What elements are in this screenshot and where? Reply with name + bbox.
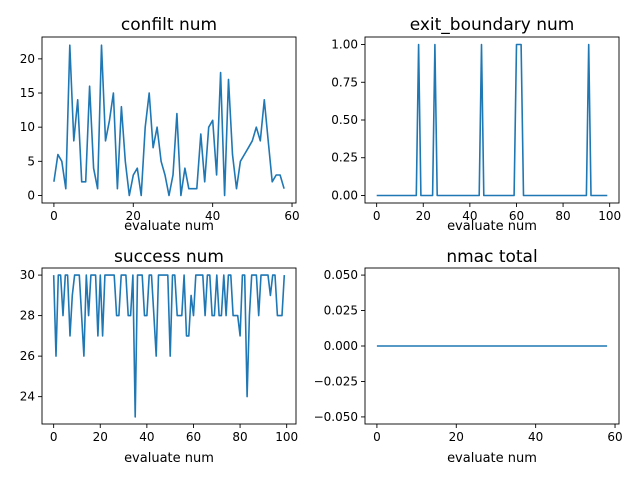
y-tick-label: 26 — [20, 349, 35, 363]
tick-layer: 0 20 40 60 −0.050 −0.025 0.000 0.025 0.050 — [314, 268, 623, 444]
plot-frame — [41, 36, 297, 204]
y-tick-label: 0.000 — [324, 339, 358, 353]
y-tick-label: 24 — [20, 390, 35, 404]
y-tick-label: −0.025 — [314, 374, 358, 388]
x-tick-label: 40 — [528, 430, 543, 444]
chart-title: confilt num — [121, 15, 217, 35]
y-tick-label: 5 — [27, 154, 35, 168]
y-tick-label: −0.050 — [314, 410, 358, 424]
x-axis-label: evaluate num — [447, 219, 537, 234]
y-tick-label: 15 — [20, 86, 35, 100]
plot-frame — [364, 267, 620, 425]
y-tick-label: 0.025 — [324, 304, 358, 318]
y-tick-label: 0.00 — [331, 188, 358, 202]
y-tick-label: 28 — [20, 309, 35, 323]
y-tick-label: 20 — [20, 52, 35, 66]
x-axis-label: evaluate num — [447, 451, 537, 466]
y-tick-label: 10 — [20, 120, 35, 134]
y-tick-label: 0.050 — [324, 268, 358, 282]
x-axis-label: evaluate num — [124, 451, 214, 466]
tick-layer: 0 20 40 60 80 100 0.00 0.25 0.50 0.75 1.00 — [331, 38, 621, 223]
x-tick-label: 0 — [373, 209, 381, 223]
x-tick-label: 20 — [449, 430, 464, 444]
x-tick-label: 40 — [462, 209, 477, 223]
subplot-exit-boundary-num: exit_boundary num 0 20 40 60 80 100 0.00 0.25 0.… — [331, 15, 621, 234]
subplot-nmac-total: nmac total 0 20 40 60 −0.050 −0.025 0.000 0.025… — [314, 247, 623, 466]
x-tick-label: 40 — [205, 209, 220, 223]
tick-layer: 0 20 40 60 0 5 10 15 20 — [20, 52, 300, 223]
x-tick-label: 80 — [232, 430, 247, 444]
chart-title: nmac total — [446, 247, 537, 267]
series-line — [53, 44, 285, 197]
x-tick-label: 60 — [284, 209, 299, 223]
series-line — [52, 274, 286, 418]
x-axis-label: evaluate num — [124, 219, 214, 234]
y-tick-label: 1.00 — [331, 38, 358, 52]
series-line — [376, 43, 608, 197]
x-tick-label: 60 — [186, 430, 201, 444]
x-tick-label: 100 — [598, 209, 621, 223]
x-tick-label: 20 — [416, 209, 431, 223]
x-tick-label: 0 — [50, 209, 58, 223]
y-tick-label: 0 — [27, 188, 35, 202]
chart-title: success num — [114, 247, 224, 267]
x-tick-label: 0 — [50, 430, 58, 444]
plot-frame — [41, 267, 297, 425]
subplot-confilt-num: confilt num 0 20 40 60 0 5 10 15 20 evaluate num — [20, 15, 300, 234]
y-tick-label: 0.75 — [331, 75, 358, 89]
y-tick-label: 0.25 — [331, 151, 358, 165]
x-tick-label: 100 — [275, 430, 298, 444]
x-tick-label: 20 — [93, 430, 108, 444]
x-tick-label: 0 — [373, 430, 381, 444]
y-tick-label: 30 — [20, 268, 35, 282]
x-tick-label: 60 — [509, 209, 524, 223]
x-tick-label: 60 — [607, 430, 622, 444]
chart-title: exit_boundary num — [410, 15, 575, 35]
plot-frame — [364, 36, 620, 204]
x-tick-label: 80 — [555, 209, 570, 223]
x-tick-label: 20 — [126, 209, 141, 223]
y-tick-label: 0.50 — [331, 113, 358, 127]
x-tick-label: 40 — [139, 430, 154, 444]
tick-layer: 0 20 40 60 80 100 24 26 28 30 — [20, 268, 298, 444]
subplot-success-num: success num 0 20 40 60 80 100 24 26 28 30 evaluat… — [20, 247, 298, 466]
